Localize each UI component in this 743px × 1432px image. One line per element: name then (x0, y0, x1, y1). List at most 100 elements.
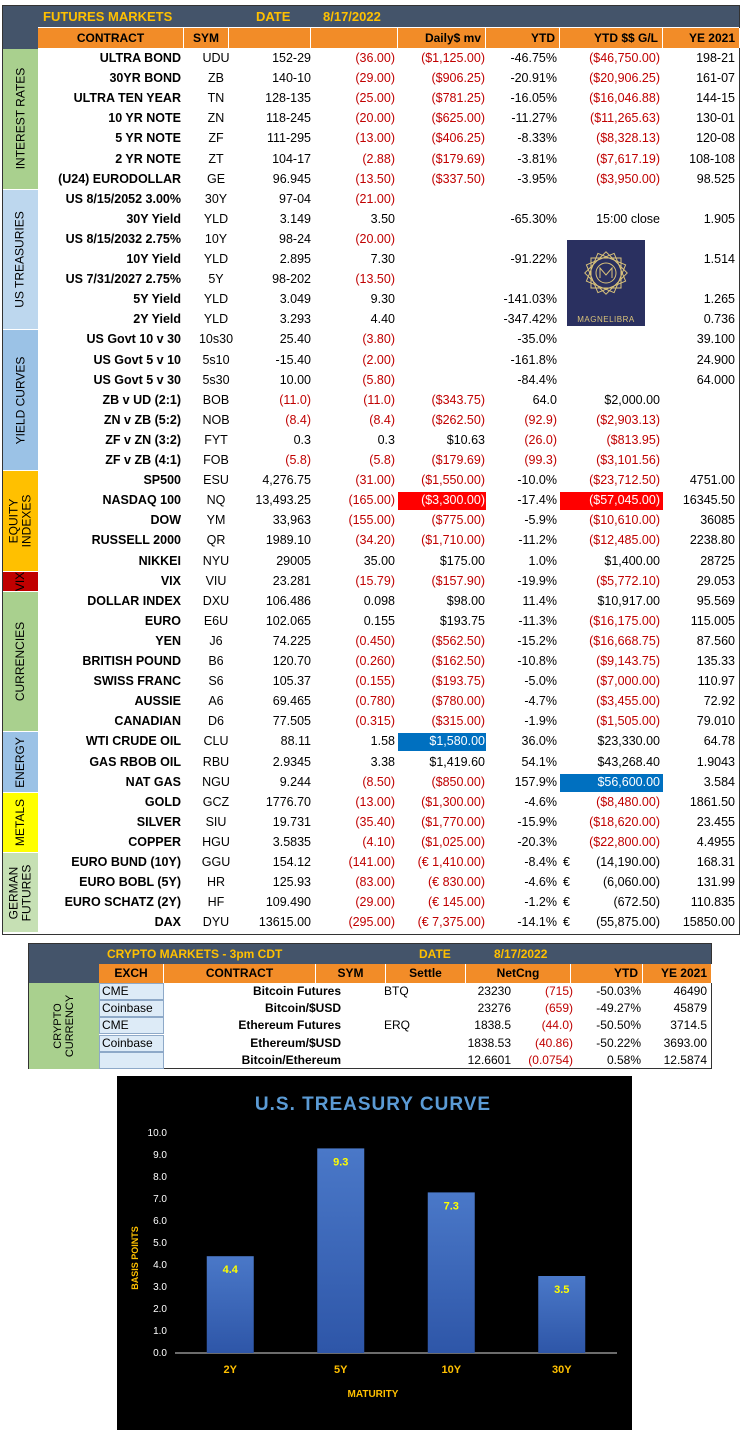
cell-sym: YLD (203, 211, 229, 226)
cell-ytd-gl: ($11,265.63) (590, 111, 660, 126)
crypto-cell-exch: Coinbase (102, 1035, 153, 1050)
cell-price: 0.3 (293, 432, 311, 447)
cell-ye: 64.000 (696, 372, 735, 387)
y-axis-label: BASIS POINTS (130, 1226, 140, 1290)
cell-ytd: -347.42% (503, 312, 557, 327)
cell-price: 118-245 (266, 111, 311, 126)
data-label: 7.3 (444, 1200, 459, 1212)
cell-chg: (31.00) (355, 473, 395, 488)
cell-contract: (U24) EURODOLLAR (58, 171, 181, 186)
cell-price: 77.505 (272, 714, 311, 729)
crypto-row: Bitcoin/Ethereum 12.6601 (0.0754) 0.58% 12.5… (99, 1051, 711, 1069)
cell-price: 13,493.25 (255, 493, 311, 508)
crypto-cell-ye: 12.5874 (663, 1052, 707, 1067)
futures-row: (U24) EURODOLLAR GE 96.945 (13.50) ($337.50)… (38, 170, 739, 190)
cell-ytd: -4.6% (524, 875, 557, 890)
cell-contract: 5Y Yield (133, 292, 181, 307)
cell-ytd-gl: (672.50) (613, 895, 660, 910)
cell-chg: (0.155) (355, 674, 395, 689)
crypto-cell-exch: CME (102, 984, 129, 998)
cell-dmv: ($1,710.00) (421, 533, 485, 548)
cell-chg: (13.50) (355, 171, 395, 186)
cell-ytd-gl: ($46,750.00) (589, 51, 660, 65)
cell-contract: 10 YR NOTE (108, 111, 181, 126)
cell-chg: (2.00) (362, 352, 395, 367)
cell-price: 9.244 (279, 774, 311, 789)
sector-currencies: CURRENCIES (3, 591, 38, 733)
cell-dmv: (€ 145.00) (428, 895, 485, 910)
cell-contract: GOLD (144, 794, 181, 809)
cell-ytd: -4.6% (524, 794, 557, 809)
futures-row: 30YR BOND ZB 140-10 (29.00) ($906.25) -20.91%… (38, 69, 739, 89)
cell-dmv: ($315.00) (431, 714, 485, 729)
cell-dmv: ($1,125.00) (421, 51, 485, 65)
cell-price: 10.00 (279, 372, 311, 387)
cell-ytd: -20.91% (510, 71, 557, 86)
crypto-cell-contract: Ethereum Futures (238, 1018, 341, 1033)
futures-row: GAS RBOB OIL RBU 2.9345 3.38 $1,419.60 54.1% $… (38, 753, 739, 773)
cell-price: 98-202 (272, 272, 311, 287)
cell-dmv: $10.63 (446, 432, 485, 447)
cell-ytd-gl: ($16,046.88) (589, 91, 660, 106)
cell-chg: (34.20) (355, 533, 395, 548)
header-change (311, 28, 398, 48)
cell-highlight (398, 733, 486, 752)
cell-ytd: -10.8% (517, 654, 557, 668)
cell-contract: RUSSELL 2000 (91, 533, 181, 548)
cell-chg: (15.79) (355, 573, 395, 588)
cell-chg: (29.00) (355, 895, 395, 910)
header-ye: YE 2021 (663, 28, 740, 48)
cell-ytd-gl: $56,600.00 (597, 774, 660, 789)
cell-ytd-gl: ($23,712.50) (589, 473, 660, 488)
cell-dmv: ($1,025.00) (421, 834, 485, 849)
cell-chg: (8.50) (362, 774, 395, 789)
cell-dmv: ($337.50) (431, 171, 485, 186)
cell-ytd-gl: (6,060.00) (603, 875, 660, 890)
cell-dmv: ($157.90) (431, 573, 485, 588)
cell-ytd-gl: (14,190.00) (596, 855, 660, 869)
y-tick-label: 8.0 (153, 1172, 167, 1183)
cell-ytd: 1.0% (528, 553, 558, 568)
cell-sym: D6 (208, 714, 224, 729)
cell-sym: ZN (207, 111, 225, 126)
cell-sym: HF (207, 895, 225, 910)
cell-ytd: (99.3) (524, 453, 557, 467)
cell-contract: CANADIAN (114, 714, 181, 729)
cell-contract: US 7/31/2027 2.75% (65, 272, 181, 287)
cell-sym: ZT (208, 151, 224, 166)
exch-cell (99, 1000, 164, 1018)
header-ytd: YTD (486, 28, 560, 48)
crypto-cell-contract: Ethereum/$USD (250, 1035, 341, 1050)
cell-sym: TN (207, 91, 225, 106)
cell-chg: (0.780) (355, 694, 395, 709)
cell-ye: 95.569 (696, 593, 735, 608)
cell-ytd-gl: ($20,906.25) (589, 71, 660, 86)
cell-ye: 115.005 (690, 613, 735, 628)
cell-dmv: ($906.25) (431, 71, 485, 86)
crypto-cell-net: (715) (544, 984, 573, 998)
bar-10y (427, 1192, 475, 1353)
futures-row: WTI CRUDE OIL CLU 88.11 1.58 $1,580.00 36.0% $… (38, 732, 739, 752)
crypto-cell-ytd: -50.22% (596, 1035, 641, 1050)
futures-row: ULTRA BOND UDU 152-29 (36.00) ($1,125.00) -46… (38, 49, 739, 69)
cell-ytd-gl: ($2,903.13) (596, 412, 660, 427)
cell-ytd-gl: ($3,950.00) (596, 171, 660, 186)
sector-label: INTEREST RATES (13, 68, 28, 170)
crypto-cell-sym: ERQ (384, 1018, 411, 1033)
cell-price: 33,963 (272, 513, 311, 528)
cell-sym: 10Y (204, 231, 228, 246)
cell-contract: BRITISH POUND (82, 654, 181, 668)
futures-row: YEN J6 74.225 (0.450) ($562.50) -15.2% ($16,66… (38, 632, 739, 652)
cell-ytd: -11.2% (518, 533, 557, 548)
cell-eur: € (563, 915, 570, 930)
cell-contract: 10Y Yield (126, 252, 181, 266)
cell-price: 104-17 (272, 151, 311, 166)
cell-sym: VIU (205, 573, 227, 588)
cell-dmv: ($780.00) (431, 694, 485, 709)
cell-price: (8.4) (285, 412, 311, 427)
cell-price: 3.293 (279, 312, 311, 327)
futures-row: US Govt 5 v 10 5s10 -15.40 (2.00) -161.8% 24.… (38, 351, 739, 371)
cell-ytd: 11.4% (522, 593, 557, 608)
cell-sym: SIU (205, 814, 227, 829)
crypto-cell-contract: Bitcoin Futures (252, 984, 341, 998)
